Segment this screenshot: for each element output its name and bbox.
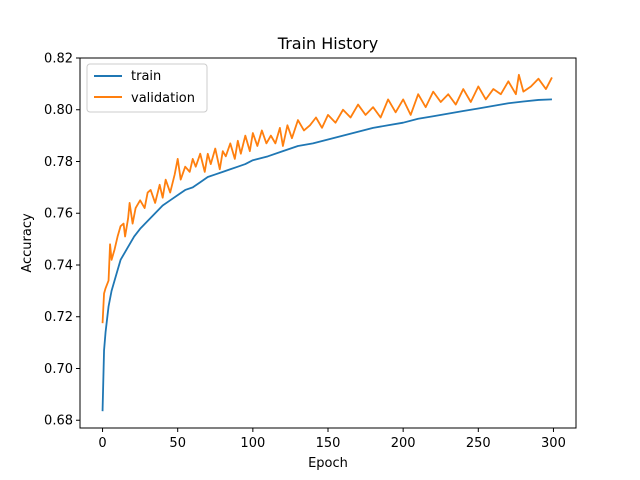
y-tick-label: 0.68 bbox=[44, 414, 73, 429]
x-tick-label: 50 bbox=[169, 436, 186, 451]
y-tick-label: 0.76 bbox=[44, 207, 73, 222]
chart-title: Train History bbox=[277, 34, 378, 53]
series-line-train bbox=[101, 98, 552, 412]
legend-label-validation: validation bbox=[131, 91, 195, 106]
x-tick-label: 300 bbox=[541, 436, 566, 451]
series-layer bbox=[101, 73, 553, 412]
x-tick-label: 200 bbox=[391, 436, 416, 451]
y-axis-label: Accuracy bbox=[20, 213, 35, 273]
y-tick-label: 0.70 bbox=[44, 362, 73, 377]
x-tick-label: 0 bbox=[98, 436, 106, 451]
x-tick-label: 100 bbox=[240, 436, 265, 451]
legend: train validation bbox=[86, 63, 208, 113]
series-line-validation bbox=[101, 73, 553, 324]
legend-label-train: train bbox=[131, 69, 161, 84]
y-tick-label: 0.80 bbox=[44, 103, 73, 118]
y-tick-label: 0.74 bbox=[44, 258, 73, 273]
x-axis: 0 50 100 150 200 250 300 bbox=[98, 428, 566, 451]
y-tick-label: 0.72 bbox=[44, 310, 73, 325]
y-tick-label: 0.78 bbox=[44, 155, 73, 170]
x-tick-label: 250 bbox=[466, 436, 491, 451]
y-axis: 0.68 0.70 0.72 0.74 0.76 0.78 0.80 0.82 bbox=[44, 52, 80, 429]
plot-frame bbox=[79, 57, 577, 429]
x-tick-label: 150 bbox=[316, 436, 341, 451]
x-axis-label: Epoch bbox=[308, 456, 348, 471]
y-tick-label: 0.82 bbox=[44, 52, 73, 67]
